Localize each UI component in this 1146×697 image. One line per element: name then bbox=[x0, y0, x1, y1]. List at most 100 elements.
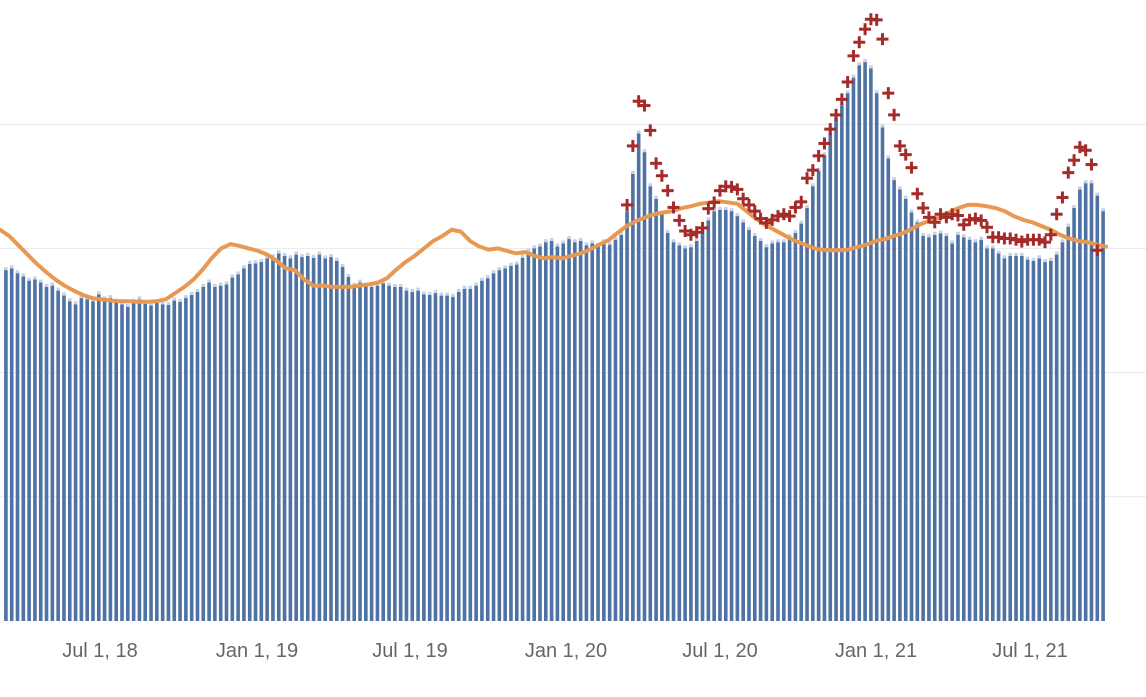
bar-cap bbox=[799, 220, 804, 224]
bar bbox=[224, 284, 229, 621]
bar bbox=[317, 254, 322, 622]
bar-cap bbox=[126, 303, 130, 307]
bar-cap bbox=[543, 239, 548, 243]
outlier-marker bbox=[696, 221, 709, 234]
bar bbox=[137, 299, 142, 621]
bar bbox=[555, 246, 560, 622]
bar bbox=[619, 234, 624, 622]
bar bbox=[50, 285, 55, 621]
bar-cap bbox=[21, 273, 26, 277]
bar bbox=[660, 214, 664, 621]
bar-cap bbox=[892, 177, 896, 181]
bar bbox=[15, 273, 20, 621]
bar-cap bbox=[845, 90, 850, 94]
bar bbox=[631, 173, 635, 621]
bar-cap bbox=[787, 234, 792, 238]
bar-cap bbox=[671, 239, 676, 243]
bar-cap bbox=[903, 195, 908, 199]
bar bbox=[950, 243, 954, 621]
bar-cap bbox=[985, 245, 989, 249]
bar-cap bbox=[271, 254, 275, 258]
bar-cap bbox=[613, 236, 618, 240]
outlier-marker bbox=[928, 216, 941, 229]
bar bbox=[172, 300, 177, 621]
bar bbox=[131, 301, 136, 621]
bar bbox=[787, 237, 792, 621]
bar bbox=[21, 276, 26, 621]
bar-cap bbox=[178, 298, 182, 302]
bar-cap bbox=[462, 285, 467, 289]
bar bbox=[671, 242, 676, 621]
bar-cap bbox=[329, 254, 333, 258]
bar bbox=[282, 255, 287, 621]
bar-cap bbox=[387, 282, 391, 286]
bar bbox=[503, 268, 507, 621]
bar bbox=[549, 240, 554, 621]
outlier-marker bbox=[888, 108, 901, 121]
outlier-marker bbox=[650, 157, 663, 170]
bar bbox=[927, 237, 931, 621]
bar bbox=[1072, 208, 1076, 621]
bar bbox=[27, 280, 31, 621]
outlier-marker bbox=[777, 208, 790, 221]
bar bbox=[741, 222, 745, 621]
bar bbox=[1037, 258, 1042, 621]
bar-cap bbox=[335, 257, 339, 261]
bar-cap bbox=[73, 301, 78, 305]
bar bbox=[1043, 262, 1047, 621]
bar-cap bbox=[921, 232, 925, 236]
bar bbox=[689, 247, 693, 621]
bar-cap bbox=[782, 239, 786, 243]
bar bbox=[288, 258, 293, 621]
bar bbox=[439, 295, 444, 621]
bar bbox=[189, 294, 194, 621]
bar-cap bbox=[631, 170, 635, 174]
outlier-marker bbox=[684, 228, 697, 241]
bar bbox=[683, 248, 687, 621]
bar bbox=[433, 293, 438, 621]
bar bbox=[201, 286, 206, 621]
bar-cap bbox=[1095, 192, 1100, 196]
bar bbox=[991, 248, 995, 621]
bar bbox=[340, 267, 345, 621]
outlier-marker bbox=[975, 214, 988, 227]
bar bbox=[509, 265, 513, 621]
bar-cap bbox=[584, 242, 589, 246]
bar-cap bbox=[166, 301, 171, 305]
bar-cap bbox=[230, 274, 235, 278]
bar bbox=[364, 285, 368, 621]
outlier-marker bbox=[870, 13, 883, 26]
bar bbox=[149, 305, 153, 621]
bar bbox=[480, 280, 484, 621]
bar-cap bbox=[451, 293, 455, 297]
bar bbox=[393, 286, 397, 621]
bar-cap bbox=[9, 265, 14, 269]
bar-cap bbox=[932, 231, 937, 235]
bar bbox=[242, 268, 246, 621]
bar bbox=[590, 243, 595, 621]
bar bbox=[404, 290, 409, 621]
bar bbox=[294, 254, 298, 622]
bar-cap bbox=[723, 206, 728, 210]
outlier-marker bbox=[1015, 235, 1028, 248]
bar bbox=[573, 242, 577, 621]
outlier-marker bbox=[731, 183, 744, 196]
bar-cap bbox=[352, 282, 357, 286]
bar bbox=[323, 258, 327, 621]
outlier-marker bbox=[795, 195, 808, 208]
bar bbox=[770, 243, 774, 621]
bar-cap bbox=[247, 260, 252, 264]
bar bbox=[218, 285, 223, 621]
bar-cap bbox=[172, 297, 177, 301]
bar bbox=[96, 294, 101, 621]
bar bbox=[207, 282, 211, 621]
bar bbox=[915, 222, 920, 621]
bar-cap bbox=[909, 209, 914, 213]
bar bbox=[909, 212, 914, 621]
bar-cap bbox=[56, 287, 60, 291]
bar-cap bbox=[33, 276, 37, 280]
bar bbox=[938, 233, 943, 621]
bar-cap bbox=[927, 234, 931, 238]
outlier-marker bbox=[772, 210, 785, 223]
bar bbox=[1025, 259, 1030, 621]
